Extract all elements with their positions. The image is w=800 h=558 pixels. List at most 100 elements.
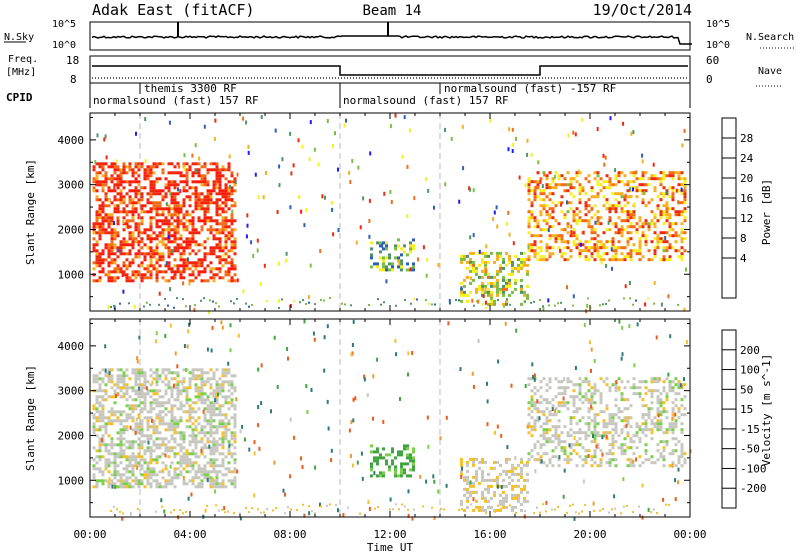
echo-cell [185,458,189,462]
echo-cell [155,210,159,214]
echo-cell [110,174,114,178]
echo-cell [626,380,630,384]
echo-cell [98,446,102,450]
echo-cell [614,258,618,262]
echo-cell [413,196,416,201]
echo-cell [143,380,147,384]
echo-cell [200,437,204,441]
echo-cell [107,189,111,193]
echo-cell [281,157,284,162]
echo-cell [611,204,615,208]
echo-cell [490,302,493,306]
echo-cell [218,413,222,417]
echo-cell [215,476,219,480]
echo-cell [419,474,422,479]
echo-cell [586,303,589,308]
echo-cell [665,398,669,402]
time-axis-label: Time UT [367,541,414,554]
echo-cell [323,368,326,373]
echo-cell [197,231,201,235]
echo-cell [674,464,678,468]
echo-cell [209,225,213,229]
echo-cell [581,464,585,468]
echo-cell [482,294,485,299]
echo-cell [218,407,222,411]
echo-cell [475,457,478,461]
echo-cell [514,278,517,282]
echo-cell [514,505,517,509]
echo-cell [551,440,555,444]
echo-cell [104,231,108,235]
echo-cell [233,467,237,471]
echo-cell [194,267,198,271]
echo-cell [95,461,99,465]
echo-cell [176,204,180,208]
echo-cell [185,240,189,244]
echo-cell [134,228,138,232]
echo-cell [626,225,630,229]
echo-cell [644,392,648,396]
echo-cell [502,266,505,270]
echo-cell [385,244,388,248]
echo-cell [493,490,496,494]
echo-cell [469,260,472,264]
echo-cell [303,223,306,228]
echo-cell [593,204,597,208]
echo-cell [230,380,234,384]
echo-cell [587,210,591,214]
echo-cell [611,443,615,447]
echo-cell [140,401,144,405]
echo-cell [472,384,475,389]
echo-cell [107,186,111,190]
echo-cell [203,380,207,384]
echo-cell [197,216,201,220]
echo-cell [668,186,672,190]
echo-cell [134,368,138,372]
echo-cell [376,357,379,362]
echo-cell [170,461,174,465]
echo-cell [572,398,576,402]
echo-cell [191,422,195,426]
echo-cell [203,124,206,129]
echo-cell [209,299,211,302]
echo-cell [215,440,219,444]
echo-cell [665,377,669,381]
echo-cell [560,301,562,304]
echo-cell [379,456,382,460]
echo-cell [179,455,183,459]
echo-cell [463,487,466,491]
echo-cell [95,213,99,217]
echo-cell [200,174,204,178]
echo-cell [173,446,177,450]
echo-cell [536,258,540,262]
echo-cell [122,512,124,515]
echo-cell [412,247,415,251]
echo-cell [95,189,99,193]
echo-cell [511,496,514,500]
echo-cell [554,455,558,459]
echo-cell [481,490,484,494]
echo-cell [548,246,552,250]
echo-cell [523,514,526,519]
echo-cell [206,440,210,444]
echo-cell [182,267,186,271]
echo-cell [110,479,114,483]
echo-cell [164,228,168,232]
echo-cell [363,377,366,382]
echo-cell [200,377,204,381]
echo-cell [542,192,546,196]
echo-cell [409,474,412,478]
echo-cell [385,453,388,457]
echo-cell [400,474,403,478]
echo-cell [671,177,675,181]
echo-cell [641,515,644,520]
echo-cell [206,473,210,477]
echo-cell [95,240,99,244]
echo-cell [551,177,555,181]
echo-cell [599,255,603,259]
echo-cell [98,225,102,229]
echo-cell [548,237,552,241]
echo-cell [548,198,552,202]
echo-cell [674,383,678,387]
echo-cell [155,455,159,459]
